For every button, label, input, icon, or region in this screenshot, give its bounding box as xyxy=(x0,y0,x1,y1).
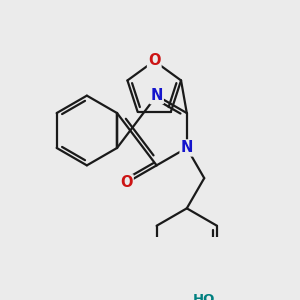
Text: N: N xyxy=(150,88,163,103)
Text: N: N xyxy=(181,140,193,155)
Text: O: O xyxy=(120,175,133,190)
Text: O: O xyxy=(148,53,161,68)
Text: HO: HO xyxy=(193,292,215,300)
